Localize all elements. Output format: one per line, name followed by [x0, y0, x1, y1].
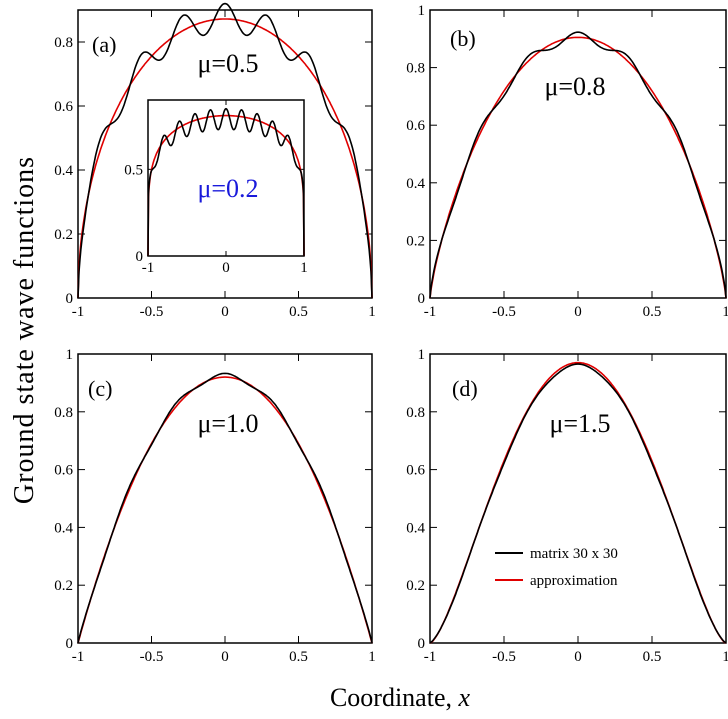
- y-tick-label: 0: [418, 636, 426, 652]
- x-tick-label: -1: [72, 649, 85, 665]
- x-axis-label: Coordinate, x: [330, 683, 471, 712]
- x-tick-label: -0.5: [140, 649, 164, 665]
- y-tick-label: 0.4: [406, 520, 425, 536]
- panel-frame: [147, 99, 305, 257]
- y-tick-label: 0.8: [406, 61, 425, 77]
- mu-annotation: μ=1.0: [197, 409, 258, 438]
- y-tick-label: 0.4: [54, 520, 73, 536]
- panels-layer: -1 -0.5 0 0.5 100.20.40.60.8 (a)μ=0.5-1 0 100.5…: [54, 2, 728, 665]
- panel-a: -1 -0.5 0 0.5 1 0 0.2 0.4 0.6 0.8 (a) μ=0.5: [54, 2, 376, 320]
- x-tick-label: 0.5: [643, 304, 662, 320]
- panel-b: -1 -0.5 0 0.5 1 0 0.2 0.4 0.6 0.8 1 (b) μ=0.8: [406, 3, 728, 320]
- x-tick-label: 1: [368, 649, 376, 665]
- x-tick-label: 0.5: [289, 304, 308, 320]
- x-tick-label: 0: [574, 304, 582, 320]
- y-tick-label: 1: [418, 347, 426, 363]
- series-matrix-line: [77, 372, 373, 644]
- y-tick-label: 1: [66, 347, 74, 363]
- y-tick-label: 0.8: [54, 35, 73, 51]
- mu-annotation: μ=0.2: [197, 174, 258, 203]
- y-tick-label: 0.4: [406, 176, 425, 192]
- y-tick-label: 0.5: [124, 162, 143, 178]
- y-tick-label: 0.6: [54, 99, 73, 115]
- series-approximation-line: [429, 361, 727, 644]
- x-tick-label: 0: [221, 649, 229, 665]
- mu-annotation: μ=0.5: [197, 49, 258, 78]
- x-tick-label: 0: [221, 304, 229, 320]
- x-tick-label: 1: [368, 304, 376, 320]
- y-tick-label: 0.8: [54, 405, 73, 421]
- y-tick-label: 0.6: [406, 463, 425, 479]
- x-tick-label: -1: [424, 649, 437, 665]
- x-tick-label: 0: [574, 649, 582, 665]
- panel-a-inset: -1 0 100.5μ=0.2: [124, 99, 308, 276]
- x-axis-label-text: Coordinate,: [330, 683, 459, 712]
- x-tick-label: -0.5: [140, 304, 164, 320]
- y-tick-label: 0.6: [54, 463, 73, 479]
- y-tick-label: 0.6: [406, 118, 425, 134]
- panel-d: -1 -0.5 0 0.5 1 0 0.2 0.4 0.6 0.8 1 (d) μ=1.5: [406, 347, 728, 665]
- panel-frame: [77, 353, 373, 644]
- panel-label: (d): [452, 376, 478, 401]
- y-axis-label: Ground state wave functions: [9, 156, 40, 504]
- mu-annotation: μ=0.8: [544, 72, 605, 101]
- y-tick-label: 0.8: [406, 405, 425, 421]
- y-tick-label: 0.4: [54, 163, 73, 179]
- y-tick-label: 0: [418, 291, 426, 307]
- y-tick-label: 0.2: [406, 233, 425, 249]
- y-tick-label: 0.2: [406, 578, 425, 594]
- x-tick-label: -0.5: [492, 649, 516, 665]
- x-tick-label: 0: [222, 260, 230, 276]
- panel-label: (c): [88, 376, 112, 401]
- mu-annotation: μ=1.5: [549, 409, 610, 438]
- y-tick-label: 0: [136, 249, 144, 265]
- x-tick-label: -1: [424, 304, 437, 320]
- series-matrix-line: [429, 363, 727, 644]
- y-tick-label: 0: [66, 291, 74, 307]
- panel-label: (b): [450, 26, 476, 51]
- panel-c: -1 -0.5 0 0.5 1 0 0.2 0.4 0.6 0.8 1 (c) μ=1.0: [54, 347, 376, 665]
- series-matrix-line: [429, 31, 727, 299]
- legend: matrix 30 x 30 approximation: [495, 546, 618, 589]
- series-approximation-line: [429, 36, 727, 299]
- y-tick-label: 0.2: [54, 578, 73, 594]
- x-tick-label: 1: [722, 304, 728, 320]
- y-tick-label: 0.2: [54, 227, 73, 243]
- legend-label-matrix: matrix 30 x 30: [530, 546, 618, 562]
- x-tick-label: -1: [72, 304, 85, 320]
- legend-label-approximation: approximation: [530, 573, 618, 589]
- x-tick-label: 1: [300, 260, 308, 276]
- series-approximation-line: [77, 376, 373, 644]
- x-axis-label-var: x: [457, 683, 470, 712]
- x-tick-label: 0.5: [643, 649, 662, 665]
- x-tick-label: -0.5: [492, 304, 516, 320]
- x-tick-label: 1: [722, 649, 728, 665]
- panel-label: (a): [92, 32, 116, 57]
- series-approximation-line: [77, 18, 373, 299]
- y-tick-label: 0: [66, 636, 74, 652]
- series-matrix-line: [77, 2, 373, 299]
- series-approximation-line: [147, 114, 305, 257]
- x-tick-label: -1: [142, 260, 155, 276]
- panel-frame: [429, 9, 727, 299]
- y-tick-label: 1: [418, 3, 426, 19]
- x-tick-label: 0.5: [289, 649, 308, 665]
- series-matrix-line: [147, 107, 305, 257]
